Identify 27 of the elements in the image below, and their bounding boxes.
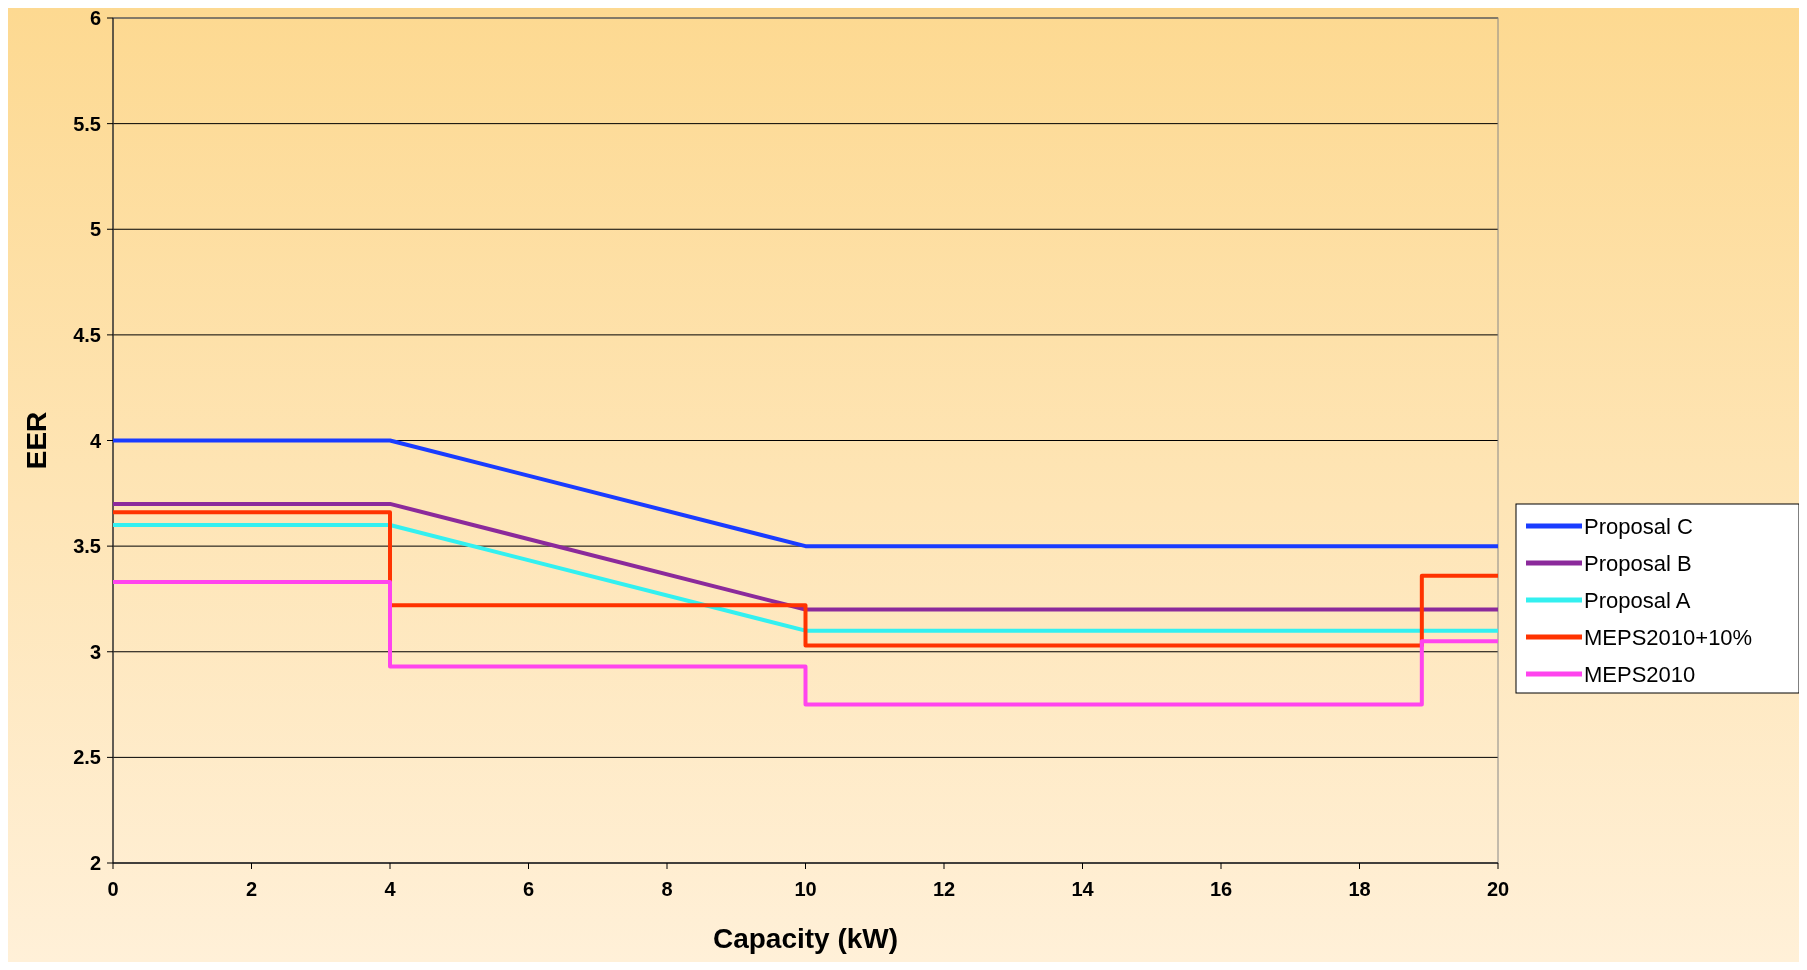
legend-label: Proposal C bbox=[1584, 513, 1693, 539]
x-tick-label: 14 bbox=[1071, 878, 1095, 900]
y-tick-label: 2 bbox=[89, 852, 101, 874]
legend-label: Proposal A bbox=[1584, 587, 1691, 613]
y-tick-label: 4 bbox=[89, 429, 102, 452]
x-tick-label: 18 bbox=[1348, 878, 1371, 900]
y-tick-label: 3.5 bbox=[73, 535, 101, 558]
y-tick-label: 5 bbox=[89, 218, 101, 241]
x-tick-label: 16 bbox=[1209, 878, 1233, 900]
y-tick-label: 6 bbox=[89, 7, 101, 29]
y-axis-title: EER bbox=[21, 411, 52, 470]
legend-label: Proposal B bbox=[1584, 550, 1692, 576]
x-tick-label: 10 bbox=[794, 878, 817, 900]
x-tick-label: 20 bbox=[1486, 878, 1510, 900]
legend-label: MEPS2010+10% bbox=[1584, 624, 1753, 650]
x-tick-label: 4 bbox=[384, 878, 397, 900]
y-tick-label: 5.5 bbox=[73, 112, 101, 135]
y-tick-label: 3 bbox=[89, 640, 101, 663]
legend-label: MEPS2010 bbox=[1584, 661, 1696, 687]
y-tick-label: 2.5 bbox=[73, 746, 101, 769]
x-tick-label: 12 bbox=[932, 878, 956, 900]
y-tick-label: 4.5 bbox=[73, 323, 101, 346]
x-axis-title: Capacity (kW) bbox=[712, 923, 899, 954]
x-tick-label: 6 bbox=[522, 878, 535, 900]
x-tick-label: 0 bbox=[107, 878, 119, 900]
x-tick-label: 2 bbox=[245, 878, 258, 900]
x-tick-label: 8 bbox=[661, 878, 673, 900]
